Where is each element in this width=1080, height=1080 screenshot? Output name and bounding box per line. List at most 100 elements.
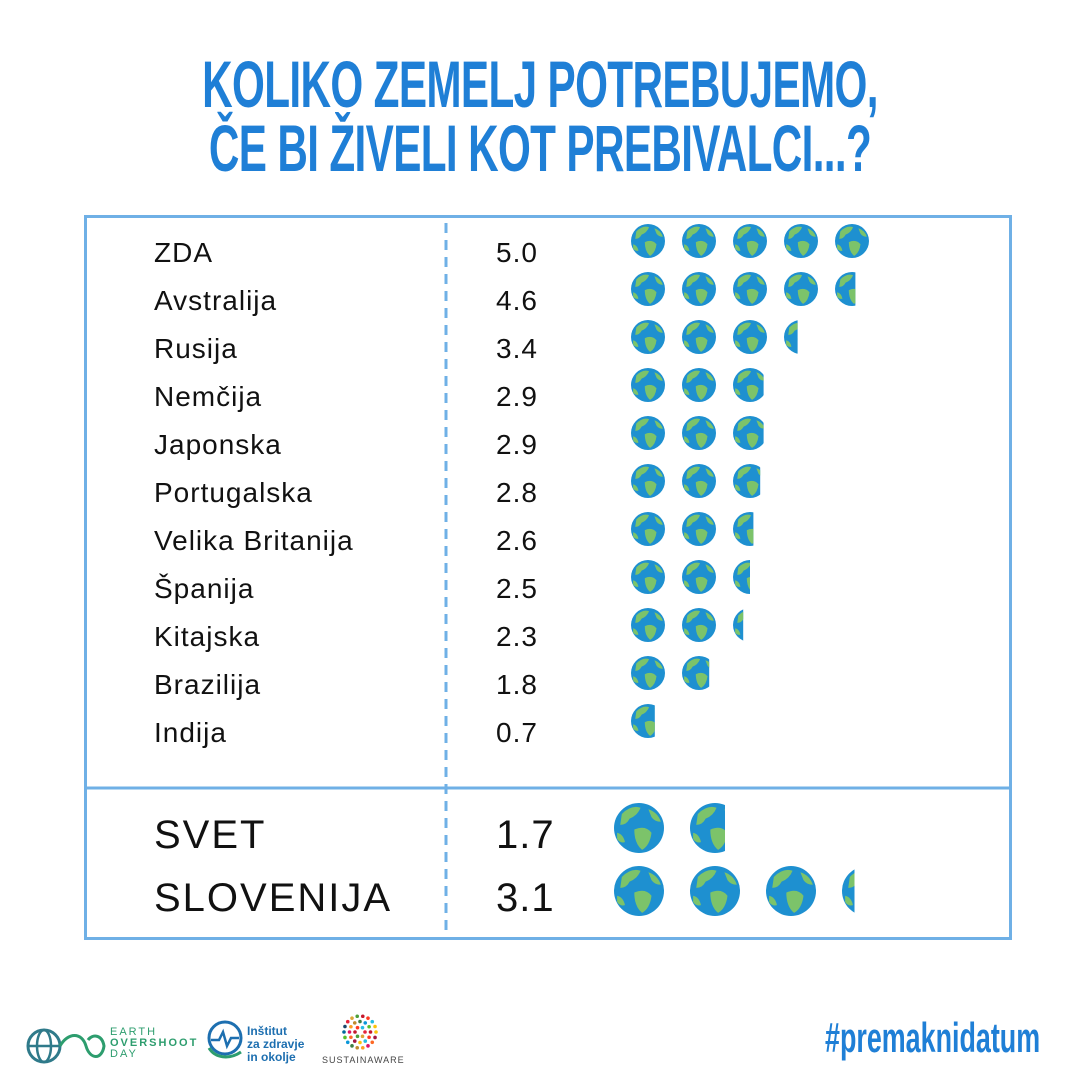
globe-icon <box>631 656 665 690</box>
globe-icon <box>733 368 764 402</box>
globe-icon <box>682 320 716 354</box>
globe-icon <box>733 224 767 258</box>
globe-icon <box>682 272 716 306</box>
summary-globe-bar <box>614 866 855 916</box>
summary-value-label: 1.7 <box>496 813 555 857</box>
globe-icon <box>631 320 665 354</box>
table-row: Indija 0.7 <box>84 704 1012 761</box>
globe-icon <box>842 869 855 913</box>
globe-icon <box>835 224 869 258</box>
table-row: Španija 2.5 <box>84 560 1012 617</box>
table-globe-bar <box>631 368 764 402</box>
globe-icon <box>682 224 716 258</box>
table-country-label: Portugalska <box>154 477 313 508</box>
eod-line-3: DAY <box>110 1048 138 1060</box>
table-globe-bar <box>631 224 869 258</box>
sustainaware-logo <box>342 1014 378 1050</box>
table-country-label: Rusija <box>154 333 238 364</box>
table-value-label: 3.4 <box>496 333 538 364</box>
table-country-label: Indija <box>154 717 227 748</box>
earth-overshoot-day-text: EARTH OVERSHOOT DAY <box>110 1027 198 1060</box>
chart-table: ZDA 5.0 Avstralija 4.6 Rusija 3.4 Nemčija 2.9 Ja… <box>84 215 1012 940</box>
globe-icon <box>784 320 798 354</box>
globe-icon <box>614 803 664 853</box>
globe-icon <box>682 656 710 690</box>
globe-icon <box>631 368 665 402</box>
table-value-label: 2.9 <box>496 381 538 412</box>
table-value-label: 5.0 <box>496 237 538 268</box>
table-globe-bar <box>631 416 764 450</box>
table-frame <box>84 215 1012 940</box>
table-row: Nemčija 2.9 <box>84 368 1012 425</box>
globe-icon <box>682 512 716 546</box>
globe-icon <box>766 866 816 916</box>
table-value-label: 2.9 <box>496 429 538 460</box>
table-globe-bar <box>631 608 744 642</box>
izo-line-3: in okolje <box>247 1050 296 1064</box>
globe-icon <box>733 416 764 450</box>
globe-icon <box>631 416 665 450</box>
globe-icon <box>682 416 716 450</box>
table-country-label: Brazilija <box>154 669 262 700</box>
globe-icon <box>690 803 725 853</box>
summary-country-label: SLOVENIJA <box>154 876 393 920</box>
hashtag: #premaknidatum <box>824 1014 1040 1061</box>
globe-icon <box>631 464 665 498</box>
globe-icon <box>690 866 740 916</box>
table-globe-bar <box>631 320 798 354</box>
globe-icon <box>733 464 761 498</box>
table-globe-bar <box>631 704 655 738</box>
table-country-label: Avstralija <box>154 285 278 316</box>
izo-logo <box>207 1020 243 1059</box>
table-value-label: 2.8 <box>496 477 538 508</box>
table-globe-bar <box>631 272 856 306</box>
title-line-2: ČE BI ŽIVELI KOT PREBIVALCI...? <box>208 111 872 185</box>
globe-icon <box>784 224 818 258</box>
table-globe-bar <box>631 656 710 690</box>
globe-icon <box>784 272 818 306</box>
table-row: Rusija 3.4 <box>84 320 1012 377</box>
table-country-label: Španija <box>154 573 255 604</box>
globe-icon <box>682 464 716 498</box>
globe-icon <box>631 272 665 306</box>
table-row: Velika Britanija 2.6 <box>84 512 1012 569</box>
globe-icon <box>631 512 665 546</box>
table-value-label: 2.6 <box>496 525 538 556</box>
table-globe-bar <box>631 464 761 498</box>
sustainaware-text: SUSTAINAWARE <box>322 1055 405 1065</box>
table-value-label: 1.8 <box>496 669 538 700</box>
table-row: Kitajska 2.3 <box>84 608 1012 665</box>
summary-row: SVET 1.7 <box>84 803 1012 857</box>
globe-icon <box>733 320 767 354</box>
table-value-label: 0.7 <box>496 717 538 748</box>
globe-icon <box>631 608 665 642</box>
table-row: Avstralija 4.6 <box>84 272 1012 329</box>
globe-icon <box>631 224 665 258</box>
table-value-label: 2.5 <box>496 573 538 604</box>
globe-icon <box>682 368 716 402</box>
table-country-label: Velika Britanija <box>154 525 354 556</box>
globe-icon <box>733 560 750 594</box>
izo-text: Inštitut za zdravje in okolje <box>247 1025 304 1064</box>
globe-icon <box>631 704 655 738</box>
globe-icon <box>733 272 767 306</box>
earth-overshoot-day-logo <box>26 1028 106 1064</box>
table-country-label: ZDA <box>154 237 213 268</box>
summary-value-label: 3.1 <box>496 876 555 920</box>
page-title: KOLIKO ZEMELJ POTREBUJEMO, ČE BI ŽIVELI … <box>194 47 885 185</box>
table-value-label: 4.6 <box>496 285 538 316</box>
globe-icon <box>733 512 754 546</box>
table-country-label: Nemčija <box>154 381 263 412</box>
table-country-label: Kitajska <box>154 621 261 652</box>
table-country-label: Japonska <box>154 429 282 460</box>
table-row: Japonska 2.9 <box>84 416 1012 473</box>
globe-icon <box>733 609 744 641</box>
izo-line-1: Inštitut <box>247 1024 287 1038</box>
table-row: Portugalska 2.8 <box>84 464 1012 521</box>
summary-country-label: SVET <box>154 813 267 857</box>
globe-icon <box>631 560 665 594</box>
izo-line-2: za zdravje <box>247 1037 305 1051</box>
summary-globe-bar <box>614 803 725 853</box>
title-line-1: KOLIKO ZEMELJ POTREBUJEMO, <box>202 47 878 121</box>
eod-line-1: EARTH <box>110 1026 158 1038</box>
